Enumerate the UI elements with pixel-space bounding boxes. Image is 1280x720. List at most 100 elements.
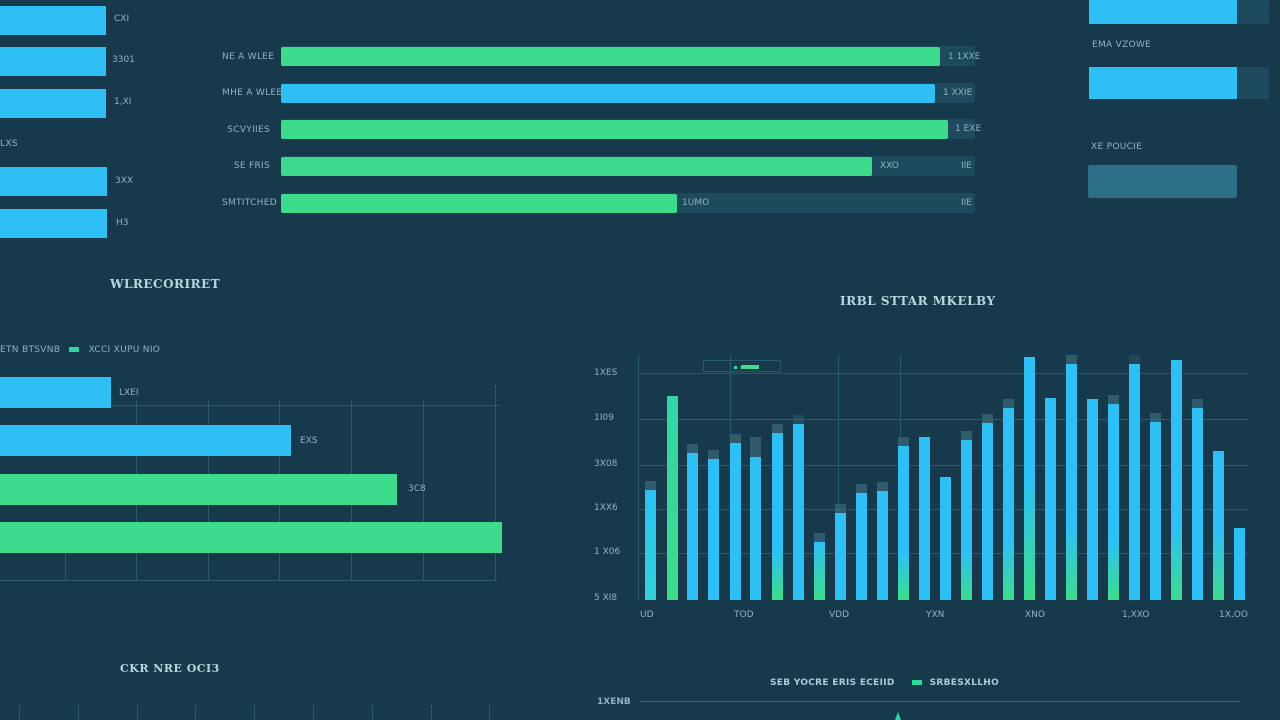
legend-swatch-icon <box>912 680 923 685</box>
vbar <box>730 434 741 600</box>
vbar <box>1171 360 1182 600</box>
mid-left-bar-4 <box>0 522 502 553</box>
mid-left-bar-3-value: 3C8 <box>408 484 426 494</box>
vbar <box>1087 399 1098 600</box>
row-1-label: NE A WLEE <box>222 52 275 62</box>
vbar <box>856 484 867 600</box>
vbar <box>793 415 804 600</box>
vbar <box>1150 413 1161 600</box>
grid-line-v <box>65 540 66 580</box>
grid-line-v <box>137 705 138 720</box>
row-4-end-value: IIE <box>961 161 972 171</box>
vbar <box>1045 398 1056 600</box>
top-left-bar-2 <box>0 47 106 76</box>
line-peak-icon <box>895 712 901 720</box>
row-5-inner-value: 1UMO <box>682 198 710 208</box>
x-tick: XNO <box>1025 610 1045 620</box>
row-3-end-value: 1 EXE <box>955 124 982 134</box>
vbar <box>667 396 678 600</box>
vbar <box>1192 399 1203 600</box>
y-tick: 5 XI8 <box>594 593 618 603</box>
row-2-label: MHE A WLEE <box>222 88 283 98</box>
vbar <box>687 444 698 600</box>
y-tick: 1 X06 <box>594 547 621 557</box>
grid-line-h <box>640 419 1248 420</box>
grid-line-h <box>0 405 500 406</box>
row-4-fill <box>281 157 872 176</box>
top-right-label-2: EMA VZOWE <box>1092 40 1152 50</box>
row-5-label: SMTITCHED <box>222 198 277 208</box>
mid-left-legend: ETN BTSVNB XCCI XUPU NIO <box>0 345 160 355</box>
vbar <box>708 450 719 600</box>
legend-swatch-icon <box>741 365 759 369</box>
grid-line-h <box>0 580 497 581</box>
vbar <box>877 482 888 600</box>
vbar <box>1129 355 1140 600</box>
top-left-bar-1-value: CXI <box>114 14 130 24</box>
x-tick: YXN <box>926 610 945 620</box>
grid-line-v <box>431 705 432 720</box>
row-3-fill <box>281 120 948 139</box>
vbar <box>1003 399 1014 600</box>
vbar <box>750 437 761 600</box>
row-5-fill <box>281 194 677 213</box>
mid-left-bar-2 <box>0 425 291 456</box>
y-tick: 3X08 <box>594 459 618 469</box>
bottom-legend-item-2: SRBESXLLHO <box>929 678 1000 688</box>
top-left-bar-1 <box>0 6 106 35</box>
bottom-left-title: CKR NRE OCI3 <box>120 662 220 675</box>
legend-swatch-icon <box>69 347 80 352</box>
grid-line-h <box>640 465 1248 466</box>
right-chart-title: IRBL STTAR MKELBY <box>840 294 996 308</box>
row-2-end-value: 1 XXIE <box>943 88 973 98</box>
right-chart-bottom-legend: SEB YOCRE ERIS ECEIID SRBESXLLHO <box>770 678 999 688</box>
grid-line-h <box>640 373 1248 374</box>
vbar <box>1234 528 1245 600</box>
y-tick: 1I09 <box>594 413 614 423</box>
grid-line-v <box>254 705 255 720</box>
x-tick: UD <box>640 610 654 620</box>
grid-line-v <box>838 355 839 600</box>
top-right-bar-2 <box>1089 67 1237 99</box>
top-left-bar-5-value: H3 <box>116 218 129 228</box>
x-tick: 1X,OO <box>1219 610 1248 620</box>
top-left-bar-3-value: 1,XI <box>114 97 132 107</box>
grid-line-v <box>19 705 20 720</box>
vbar <box>835 504 846 600</box>
row-1-fill <box>281 47 940 66</box>
mid-left-bar-1-value: LXEI <box>119 388 139 398</box>
right-chart-mini-legend <box>703 360 781 372</box>
top-left-bar-2-value: 3301 <box>112 55 135 65</box>
grid-line-v <box>638 355 639 600</box>
grid-line-v <box>78 705 79 720</box>
vbar <box>1024 357 1035 600</box>
mid-left-chart-title: WLRECORIRET <box>110 277 221 291</box>
grid-line-v <box>313 705 314 720</box>
vbar <box>772 424 783 600</box>
grid-line-h <box>640 701 1240 702</box>
y-tick: 1XES <box>594 368 618 378</box>
vbar <box>940 477 951 600</box>
top-left-side-label: LXS <box>0 139 18 149</box>
bottom-axis-label: 1XENB <box>597 697 631 707</box>
top-right-bar-3 <box>1088 165 1237 198</box>
top-left-bar-4-value: 3XX <box>115 176 134 186</box>
vbar <box>1108 395 1119 600</box>
row-1-end-value: 1 1XXE <box>948 52 981 62</box>
bottom-legend-item-1: SEB YOCRE ERIS ECEIID <box>770 678 895 688</box>
vbar <box>898 437 909 600</box>
grid-line-v <box>423 400 424 580</box>
top-right-label-3: XE POUCIE <box>1091 142 1143 152</box>
vbar <box>814 533 825 600</box>
top-left-bar-4 <box>0 167 107 196</box>
legend-dot-icon <box>734 366 737 369</box>
x-tick: VDD <box>829 610 850 620</box>
vbar <box>919 437 930 600</box>
vbar <box>961 431 972 600</box>
vbar <box>1213 451 1224 600</box>
row-3-label: SCVYIIES <box>227 125 270 135</box>
grid-line-v <box>489 705 490 720</box>
top-right-bar-1 <box>1089 0 1237 24</box>
top-left-bar-5 <box>0 209 107 238</box>
vbar <box>645 481 656 600</box>
